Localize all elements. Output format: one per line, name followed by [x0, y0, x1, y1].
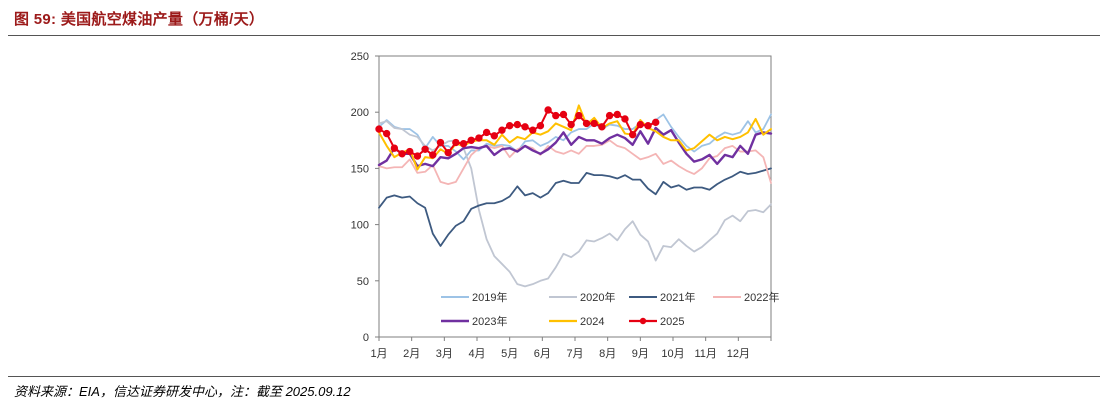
- series-point: [575, 111, 583, 120]
- x-tick-label: 5月: [501, 348, 518, 360]
- series-1: [378, 113, 772, 161]
- series-point: [475, 134, 483, 142]
- series-line: [378, 167, 772, 247]
- series-point: [413, 152, 422, 160]
- source-note: 资料来源：EIA，信达证券研发中心，注：截至 2025.09.12: [14, 384, 351, 399]
- chart-legend: 2019年 2020年 2021年 2022年 2023年 2024 2025: [441, 290, 779, 328]
- series-point: [482, 128, 491, 137]
- series-point: [398, 150, 406, 158]
- series-point: [652, 118, 660, 127]
- series-point: [552, 111, 560, 120]
- plot-frame: [378, 55, 772, 338]
- top-divider: [8, 35, 1100, 36]
- chart-series-group: [375, 104, 773, 288]
- legend-label: 2019年: [472, 290, 507, 304]
- series-point: [498, 126, 506, 134]
- series-6: [378, 104, 772, 171]
- y-tick-label: 100: [351, 220, 369, 232]
- y-tick-label: 200: [351, 107, 369, 119]
- series-point: [459, 139, 468, 148]
- series-point: [421, 145, 429, 153]
- legend-item: 2022年: [713, 290, 779, 304]
- x-tick-label: 12月: [727, 348, 750, 360]
- series-point: [605, 111, 614, 120]
- y-tick-label: 250: [351, 51, 369, 63]
- figure-title: 图 59: 美国航空煤油产量（万桶/天）: [14, 11, 265, 28]
- legend-label: 2021年: [660, 290, 695, 304]
- series-point: [429, 151, 437, 159]
- series-point: [406, 147, 414, 156]
- series-point: [598, 123, 606, 131]
- x-tick-label: 4月: [468, 348, 485, 360]
- series-point: [590, 119, 598, 128]
- series-point: [505, 121, 514, 130]
- legend-item: 2025: [629, 316, 684, 328]
- x-tick-label: 3月: [436, 348, 453, 360]
- y-tick-label: 50: [357, 276, 369, 288]
- legend-label: 2020年: [580, 290, 615, 304]
- x-tick-label: 1月: [370, 348, 387, 360]
- x-tick-label: 7月: [566, 348, 583, 360]
- x-tick-label: 10月: [661, 348, 684, 360]
- legend-item: 2024: [549, 316, 604, 328]
- series-line: [378, 113, 772, 161]
- series-point: [636, 120, 645, 129]
- bottom-divider: [8, 376, 1100, 377]
- series-line: [378, 104, 772, 171]
- chart-canvas: 0 50 100 150 200 250 1月 2月 3月 4月 5月 6月 7月 8月 9月 10月 11月 1…: [351, 51, 780, 360]
- x-tick-label: 6月: [534, 348, 551, 360]
- series-point: [382, 129, 391, 138]
- series-point: [452, 138, 460, 147]
- series-point: [444, 148, 452, 157]
- legend-item: 2021年: [629, 290, 695, 304]
- series-line: [378, 139, 772, 186]
- legend-item: 2019年: [441, 290, 507, 304]
- series-point: [529, 126, 537, 134]
- y-tick-label: 0: [363, 332, 369, 344]
- series-point: [559, 110, 568, 119]
- legend-label: 2023年: [472, 314, 507, 328]
- legend-label: 2025: [660, 316, 684, 328]
- series-point: [621, 115, 629, 123]
- series-7: [375, 106, 660, 160]
- legend-item: 2020年: [549, 290, 615, 304]
- series-line: [378, 120, 772, 288]
- series-point: [613, 110, 621, 119]
- title-bar: 图 59: 美国航空煤油产量（万桶/天）: [0, 0, 1107, 34]
- series-point: [582, 119, 591, 128]
- x-tick-label: 2月: [403, 348, 420, 360]
- series-point: [628, 130, 637, 139]
- series-point: [521, 123, 529, 131]
- series-point: [544, 106, 552, 114]
- series-point: [644, 121, 652, 130]
- legend-marker: [639, 317, 647, 325]
- series-point: [490, 132, 498, 140]
- legend-item: 2023年: [441, 314, 507, 328]
- series-point: [567, 120, 575, 129]
- series-point: [390, 144, 399, 152]
- legend-label: 2024: [580, 316, 604, 328]
- series-point: [467, 136, 475, 145]
- series-4: [378, 139, 772, 186]
- series-point: [375, 125, 383, 133]
- series-point: [436, 138, 445, 147]
- x-tick-label: 11月: [694, 348, 716, 360]
- x-tick-label: 9月: [632, 348, 649, 360]
- series-point: [513, 120, 522, 129]
- series-5: [377, 126, 773, 168]
- legend-label: 2022年: [744, 290, 779, 304]
- x-tick-label: 8月: [599, 348, 616, 360]
- chart-axes: 0 50 100 150 200 250 1月 2月 3月 4月 5月 6月 7月 8月 9月 10月 11月 1…: [351, 51, 772, 360]
- series-line: [377, 126, 773, 168]
- y-tick-label: 150: [351, 163, 369, 175]
- series-2: [378, 120, 772, 288]
- series-3: [378, 167, 772, 247]
- series-point: [536, 121, 545, 130]
